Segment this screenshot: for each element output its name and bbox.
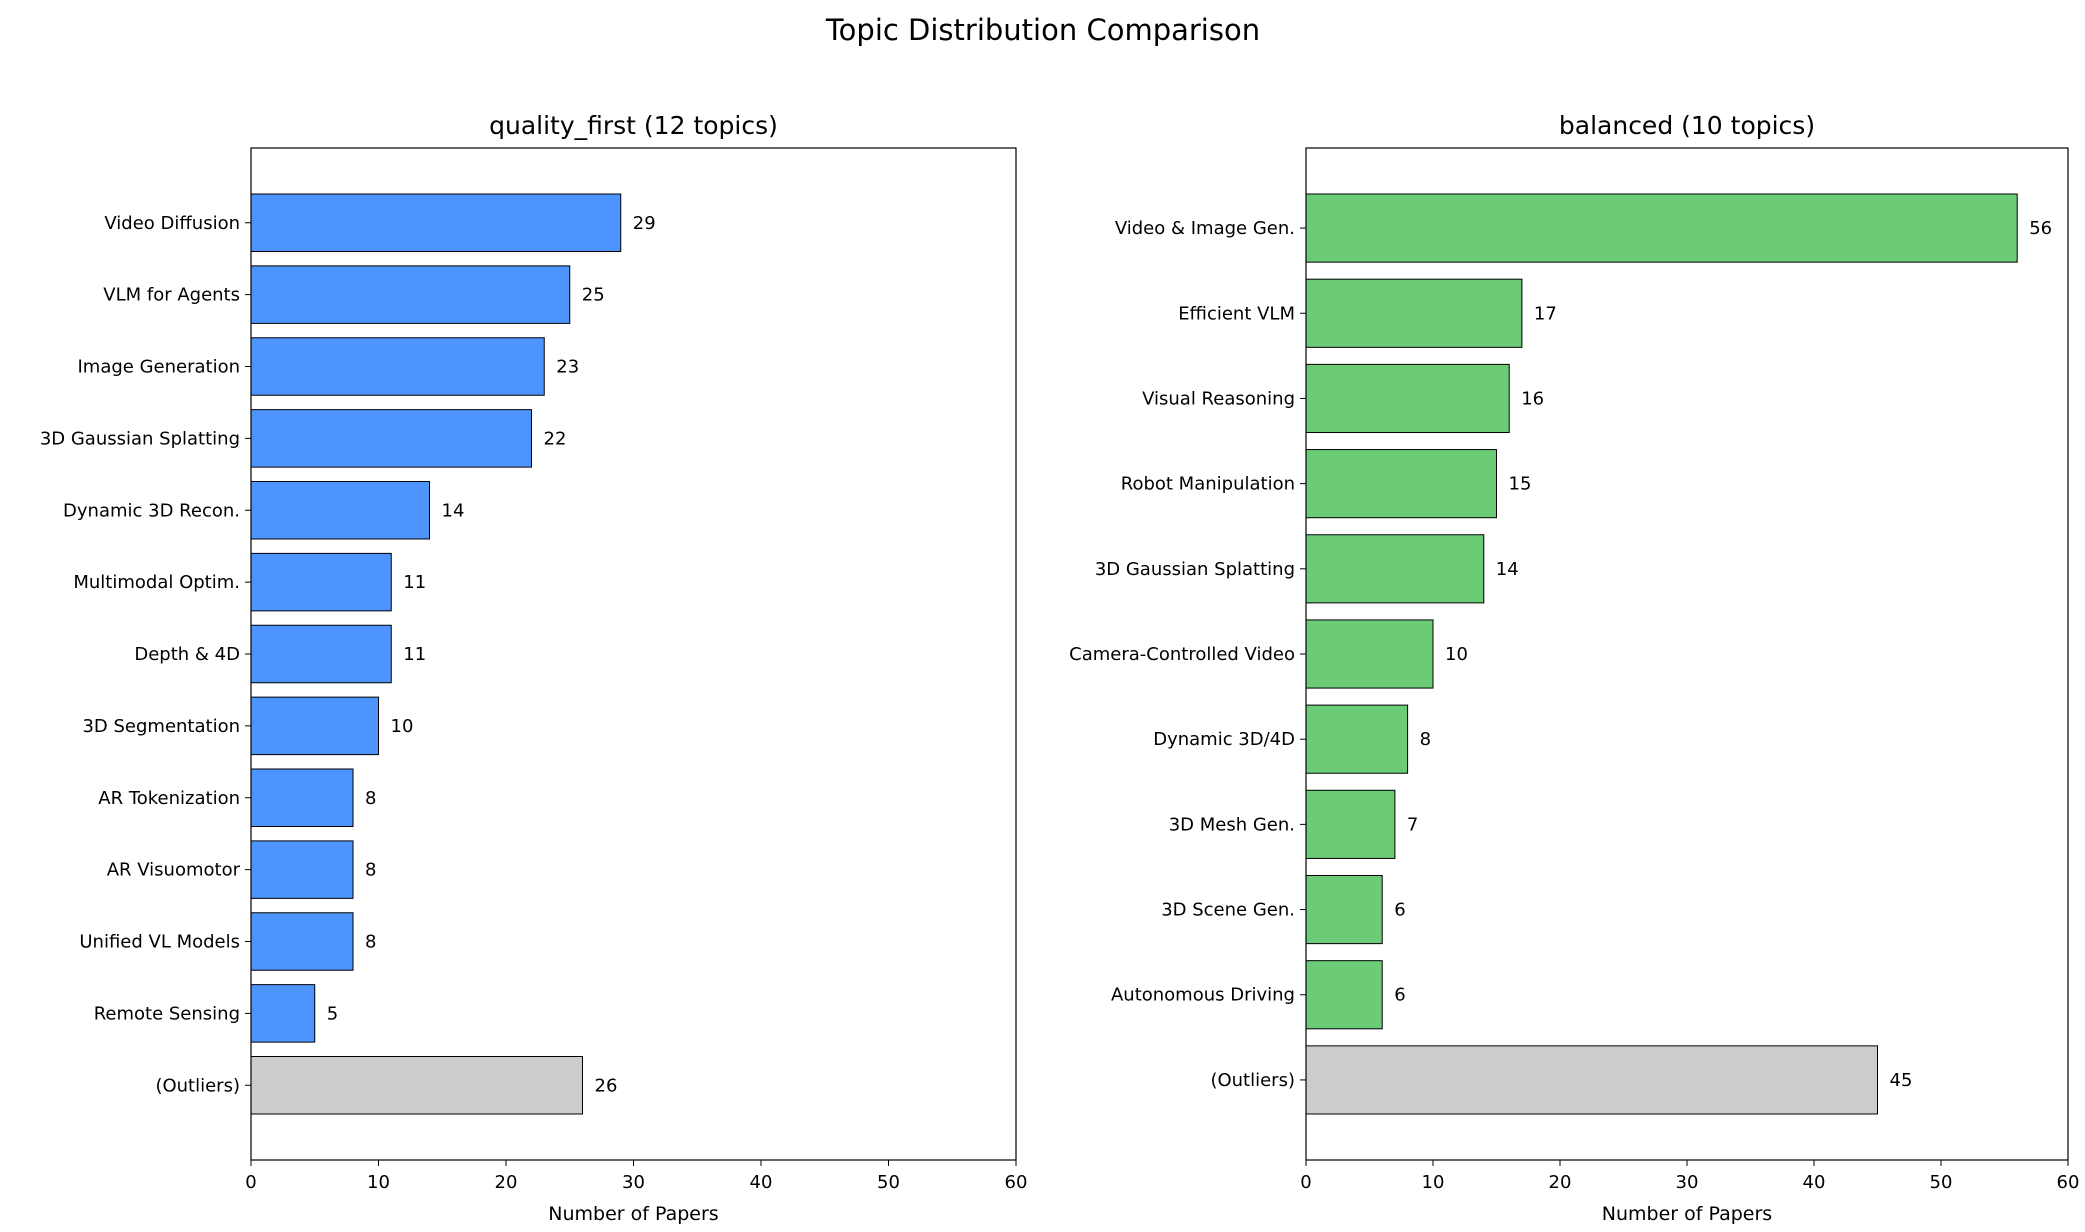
y-tick-label: Robot Manipulation	[1121, 474, 1295, 495]
y-tick-label: Depth & 4D	[134, 644, 240, 665]
y-tick-label: Unified VL Models	[79, 932, 240, 953]
data-label: 11	[403, 644, 426, 665]
data-label: 26	[595, 1075, 618, 1096]
subplot-right: balanced (10 topics) 56 Video & Image Gen.…	[1069, 111, 2079, 1225]
y-tick-label: Video Diffusion	[104, 213, 240, 234]
bar	[250, 409, 532, 468]
bar	[1305, 619, 1434, 689]
data-label: 10	[391, 716, 414, 737]
bar	[250, 193, 622, 252]
bar	[1305, 789, 1396, 859]
data-label: 6	[1394, 985, 1405, 1006]
axes-frame	[250, 147, 1017, 1161]
bar	[250, 624, 392, 684]
data-label: 56	[2029, 218, 2052, 239]
x-axis-label: Number of Papers	[548, 1203, 718, 1225]
y-tick-label: Autonomous Driving	[1111, 985, 1295, 1006]
y-tick-label: Efficient VLM	[1178, 303, 1295, 324]
bar	[1305, 449, 1497, 519]
bar	[1305, 874, 1383, 945]
data-label: 8	[365, 788, 376, 809]
subplot-title: balanced (10 topics)	[1559, 111, 1815, 140]
data-label: 25	[582, 285, 605, 306]
data-label: 17	[1534, 303, 1557, 324]
x-tick-label: 60	[1005, 1172, 1028, 1193]
y-tick-label: Video & Image Gen.	[1115, 218, 1295, 239]
y-tick-label: Remote Sensing	[94, 1003, 240, 1024]
x-tick-label: 50	[877, 1172, 900, 1193]
y-tick-label: 3D Gaussian Splatting	[1095, 559, 1295, 580]
x-tick-label: 30	[1676, 1172, 1699, 1193]
y-tick-label: 3D Segmentation	[82, 716, 240, 737]
data-label: 45	[1890, 1070, 1913, 1091]
y-tick-label: 3D Scene Gen.	[1161, 900, 1295, 921]
bar	[250, 984, 316, 1043]
x-tick-label: 20	[495, 1172, 518, 1193]
y-tick-label: (Outliers)	[1210, 1070, 1295, 1091]
bar	[250, 912, 354, 971]
x-tick-label: 20	[1549, 1172, 1572, 1193]
x-axis-label: Number of Papers	[1602, 1203, 1772, 1225]
x-tick-label: 10	[1422, 1172, 1445, 1193]
bar	[1305, 278, 1523, 348]
data-label: 7	[1407, 814, 1418, 835]
y-tick-label: Dynamic 3D Recon.	[63, 500, 240, 521]
y-tick-label: AR Tokenization	[98, 788, 240, 809]
bar	[1305, 1045, 1878, 1115]
y-tick-label: Image Generation	[77, 357, 240, 378]
data-label: 14	[1496, 559, 1519, 580]
data-label: 23	[556, 357, 579, 378]
bar	[1305, 704, 1409, 774]
bar	[250, 696, 379, 756]
subplot-title: quality_first (12 topics)	[489, 111, 778, 140]
data-label: 8	[365, 932, 376, 953]
bar	[1305, 960, 1383, 1030]
data-label: 14	[442, 500, 465, 521]
y-tick-label: Multimodal Optim.	[73, 572, 240, 593]
y-tick-label: 3D Mesh Gen.	[1169, 814, 1295, 835]
x-tick-label: 10	[367, 1172, 390, 1193]
data-label: 16	[1521, 388, 1544, 409]
x-tick-label: 0	[245, 1172, 256, 1193]
bar	[250, 481, 430, 540]
x-tick-label: 0	[1300, 1172, 1311, 1193]
data-label: 29	[633, 213, 656, 234]
y-tick-label: 3D Gaussian Splatting	[40, 428, 240, 449]
data-label: 10	[1445, 644, 1468, 665]
y-tick-label: Dynamic 3D/4D	[1153, 729, 1295, 750]
y-tick-label: AR Visuomotor	[107, 860, 241, 881]
subplot-left: quality_first (12 topics) 29 Video Diffusi…	[40, 111, 1028, 1225]
y-tick-label: Camera-Controlled Video	[1069, 644, 1295, 665]
bar	[250, 265, 571, 324]
x-tick-label: 40	[1803, 1172, 1826, 1193]
bar	[1305, 363, 1510, 434]
data-label: 8	[1420, 729, 1431, 750]
x-tick-label: 40	[750, 1172, 773, 1193]
bar	[250, 552, 392, 612]
bar	[250, 840, 354, 899]
bar	[250, 1056, 583, 1115]
x-tick-label: 60	[2057, 1172, 2080, 1193]
x-tick-label: 50	[1930, 1172, 1953, 1193]
data-label: 22	[544, 428, 567, 449]
figure-title: Topic Distribution Comparison	[825, 13, 1260, 47]
bar	[1305, 534, 1485, 604]
data-label: 11	[403, 572, 426, 593]
data-label: 8	[365, 860, 376, 881]
data-label: 6	[1394, 900, 1405, 921]
data-label: 5	[327, 1003, 338, 1024]
bar	[250, 337, 545, 396]
x-tick-label: 30	[622, 1172, 645, 1193]
y-tick-label: VLM for Agents	[103, 285, 240, 306]
bar	[250, 768, 354, 827]
y-tick-label: Visual Reasoning	[1142, 388, 1295, 409]
axes-frame	[1305, 147, 2069, 1161]
data-label: 15	[1509, 474, 1532, 495]
y-tick-label: (Outliers)	[155, 1075, 240, 1096]
bar	[1305, 193, 2018, 263]
